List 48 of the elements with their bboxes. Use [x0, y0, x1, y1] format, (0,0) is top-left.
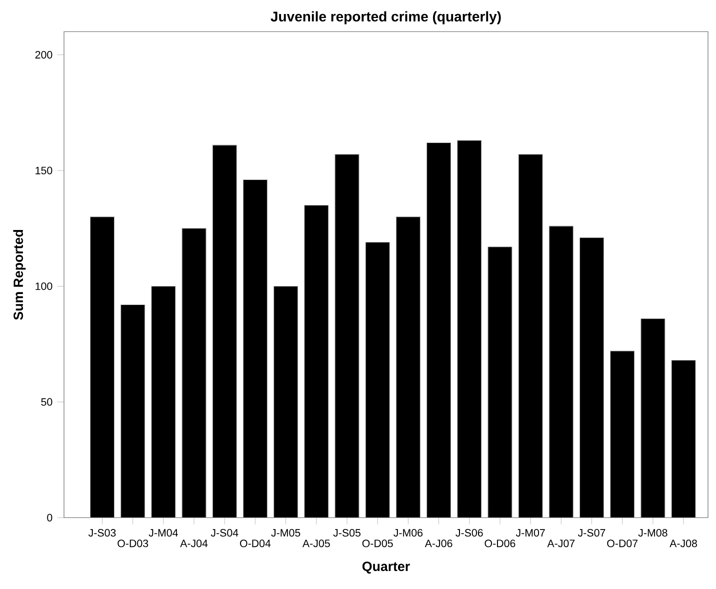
- x-tick-label: O-D04: [240, 540, 271, 548]
- bar: [242, 180, 268, 518]
- x-tick-label: A-J04: [180, 540, 208, 548]
- x-tick-label: J-S06: [456, 529, 483, 537]
- bar: [548, 226, 574, 518]
- bar: [151, 286, 176, 518]
- y-axis-title: Sum Reported: [13, 230, 26, 320]
- x-tick-label: J-S07: [578, 529, 606, 537]
- y-tick-label: 100: [36, 282, 52, 290]
- bar: [274, 286, 298, 518]
- bar: [334, 154, 360, 518]
- bar: [396, 216, 420, 518]
- x-tick-label: J-S03: [88, 529, 116, 537]
- x-tick-label: O-D06: [484, 540, 516, 548]
- bar: [365, 242, 390, 518]
- bar: [640, 318, 666, 518]
- y-tick-label: 0: [47, 514, 52, 522]
- x-tick-label: J-S04: [210, 529, 238, 537]
- x-tick-label: A-J08: [670, 540, 697, 548]
- bar: [610, 350, 635, 518]
- y-tick-label: 200: [35, 51, 52, 59]
- bar: [182, 228, 206, 518]
- bar: [120, 304, 146, 518]
- y-tick-label: 150: [36, 166, 52, 174]
- x-tick-label: J-M05: [271, 529, 300, 537]
- x-tick-label: O-D07: [607, 540, 638, 548]
- x-tick-label: J-S05: [333, 529, 360, 537]
- y-tick-label: 50: [41, 398, 52, 406]
- x-tick-label: A-J06: [424, 540, 452, 548]
- x-tick-label: J-M08: [638, 529, 668, 537]
- x-tick-label: O-D03: [118, 540, 148, 548]
- bar: [426, 142, 452, 518]
- bar: [457, 140, 482, 518]
- x-tick-label: J-M07: [516, 529, 545, 537]
- bar: [579, 237, 604, 518]
- bar: [488, 246, 512, 518]
- x-tick-label: J-M04: [148, 529, 178, 537]
- bar: [671, 360, 696, 518]
- bar: [90, 216, 115, 518]
- x-tick-label: A-J07: [547, 540, 575, 548]
- x-axis-title: Quarter: [362, 562, 410, 574]
- x-tick-label: A-J05: [302, 540, 330, 548]
- x-tick-label: O-D05: [362, 540, 393, 548]
- bar: [304, 204, 329, 518]
- chart-title: Juvenile reported crime (quarterly): [270, 11, 501, 24]
- bar: [518, 154, 543, 518]
- x-tick-label: J-M06: [394, 529, 423, 537]
- bar: [212, 144, 237, 518]
